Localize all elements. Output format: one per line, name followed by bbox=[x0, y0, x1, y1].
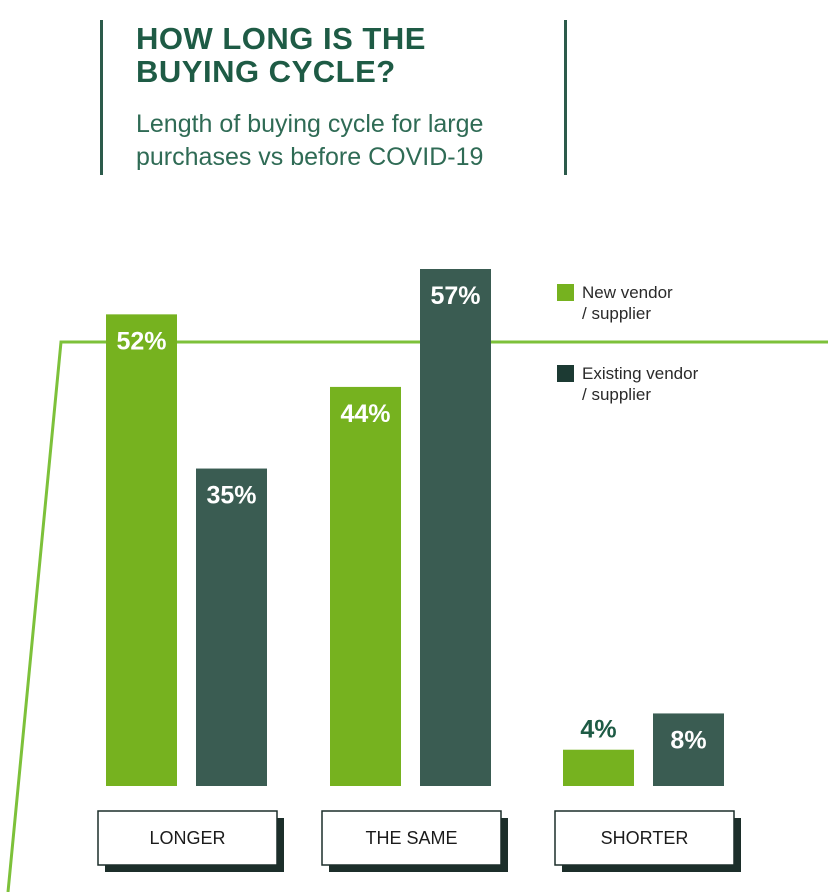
bar-new-vendor-longer bbox=[106, 314, 177, 786]
legend-label-existing-vendor: / supplier bbox=[582, 385, 651, 404]
category-box bbox=[97, 810, 278, 866]
chart-title: HOW LONG IS THE BUYING CYCLE? bbox=[136, 21, 426, 89]
header-rule-right bbox=[564, 20, 567, 175]
category-label-shorter: SHORTER bbox=[601, 828, 689, 848]
bar-existing-vendor-the-same bbox=[420, 269, 491, 786]
chart-subtitle: Length of buying cycle for large purchas… bbox=[136, 110, 484, 171]
bar-value-label: 57% bbox=[430, 282, 480, 310]
legend-swatch-existing-vendor bbox=[557, 365, 574, 382]
bar-value-label: 8% bbox=[670, 726, 706, 754]
bar-existing-vendor-longer bbox=[196, 468, 267, 786]
bar-new-vendor-the-same bbox=[330, 386, 401, 786]
bar-existing-vendor-shorter bbox=[653, 713, 724, 786]
bar-value-label: 52% bbox=[116, 327, 166, 355]
category-box bbox=[554, 810, 735, 866]
legend-label-existing-vendor: Existing vendor bbox=[582, 364, 699, 383]
category-label-longer: LONGER bbox=[149, 828, 225, 848]
legend-swatch-new-vendor bbox=[557, 284, 574, 301]
header-rule-left bbox=[100, 20, 103, 175]
accent-frame-line bbox=[6, 340, 828, 892]
bar-value-label: 35% bbox=[206, 482, 256, 510]
category-label-the-same: THE SAME bbox=[365, 828, 457, 848]
legend-label-new-vendor: / supplier bbox=[582, 304, 651, 323]
bar-value-label: 4% bbox=[580, 716, 616, 744]
legend-label-new-vendor: New vendor bbox=[582, 283, 673, 302]
bar-new-vendor-shorter bbox=[563, 749, 634, 786]
bar-value-label: 44% bbox=[340, 400, 390, 428]
category-box bbox=[321, 810, 502, 866]
